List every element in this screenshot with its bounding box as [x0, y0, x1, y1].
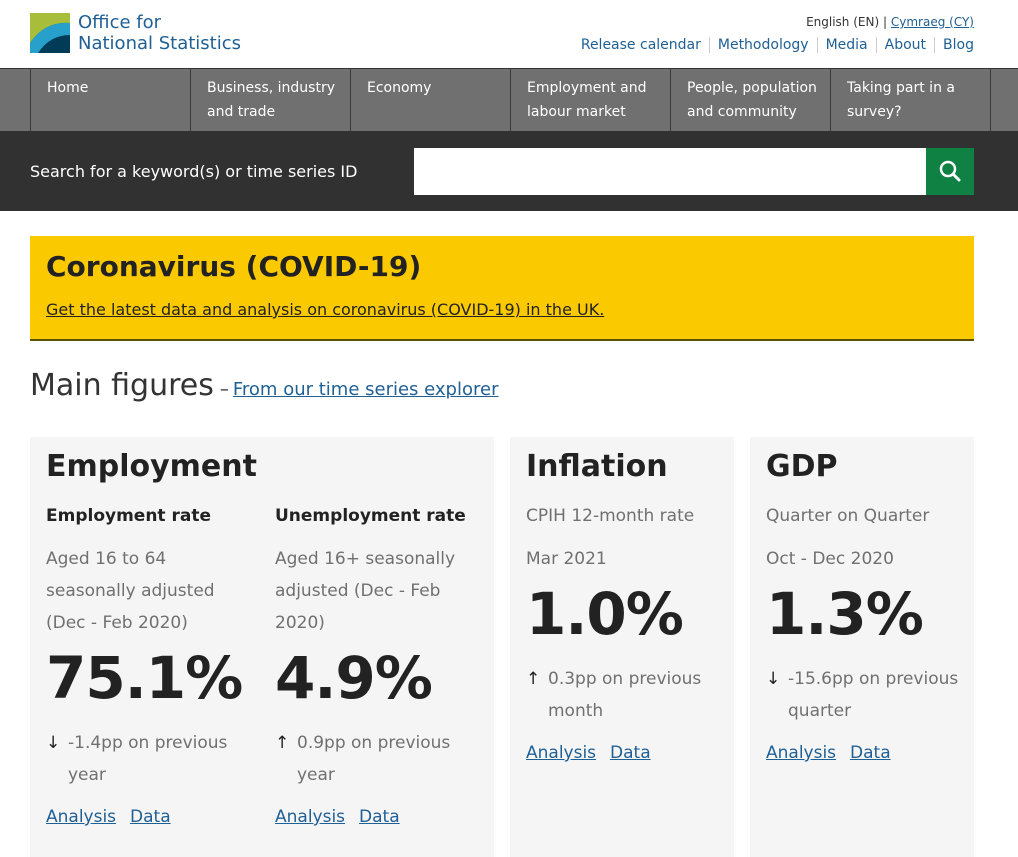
- figure-link[interactable]: Analysis: [275, 807, 346, 827]
- change-arrow: ↓: [46, 733, 61, 753]
- figure-link[interactable]: Data: [610, 743, 651, 763]
- change-arrow: ↑: [275, 733, 290, 753]
- section-heading: Main figures – From our time series explor…: [30, 368, 498, 403]
- section-title: Main figures: [30, 368, 214, 403]
- change-text: -15.6pp on previous quarter: [788, 669, 959, 721]
- figure-links: Analysis Data: [766, 743, 966, 763]
- search-input[interactable]: [414, 148, 926, 195]
- logo-mark: [30, 13, 70, 53]
- logo-text[interactable]: Office for National Statistics: [78, 12, 241, 54]
- nav-item[interactable]: Business, industry and trade: [190, 69, 350, 139]
- change-arrow: ↓: [766, 669, 781, 689]
- nav-item[interactable]: People, population and community: [670, 69, 830, 139]
- figure-description: Aged 16 to 64 seasonally adjusted (Dec -…: [46, 549, 215, 633]
- figure-label: Employment rate: [46, 506, 211, 526]
- figure: Employment rate Aged 16 to 64 seasonally …: [46, 503, 246, 827]
- figure-label: Quarter on Quarter: [766, 506, 930, 526]
- figure-card: GDP Quarter on Quarter Oct - Dec 2020 1.3% ↓…: [750, 437, 974, 857]
- logo-line: Office for: [78, 12, 162, 33]
- figure-card: Employment Employment rate Aged 16 to 64 s…: [30, 437, 494, 857]
- figure-links: Analysis Data: [526, 743, 726, 763]
- top-link[interactable]: Methodology: [708, 37, 817, 53]
- figure: Quarter on Quarter Oct - Dec 2020 1.3% ↓ -15…: [766, 503, 966, 763]
- search-bar: Search for a keyword(s) or time series I…: [0, 131, 1018, 211]
- figure-links: Analysis Data: [46, 807, 246, 827]
- figure-label: CPIH 12-month rate: [526, 506, 695, 526]
- figure-description: Aged 16+ seasonally adjusted (Dec - Feb …: [275, 549, 456, 633]
- nav-bar: Home Business, industry and trade Econom…: [0, 68, 1018, 139]
- top-links: Release calendar Methodology Media About…: [573, 37, 974, 53]
- change-text: 0.9pp on previous year: [297, 733, 451, 785]
- language-separator: |: [882, 15, 888, 29]
- figure-value: 75.1%: [46, 644, 243, 712]
- change-text: -1.4pp on previous year: [68, 733, 228, 785]
- top-link[interactable]: Media: [816, 37, 876, 53]
- figure-card: Inflation CPIH 12-month rate Mar 2021 1.0% ↑…: [510, 437, 734, 857]
- figure-link[interactable]: Data: [130, 807, 171, 827]
- figure-link[interactable]: Analysis: [766, 743, 837, 763]
- change-arrow: ↑: [526, 669, 541, 689]
- figure: CPIH 12-month rate Mar 2021 1.0% ↑ 0.3pp on …: [526, 503, 726, 763]
- figure-link[interactable]: Analysis: [46, 807, 117, 827]
- figure-links: Analysis Data: [275, 807, 475, 827]
- search-button[interactable]: [926, 148, 974, 195]
- figure-change: ↑ 0.3pp on previous month: [526, 663, 726, 727]
- figure-description: Mar 2021: [526, 549, 607, 569]
- card-title: GDP: [766, 449, 838, 484]
- language-link[interactable]: Cymraeg (CY): [890, 15, 974, 29]
- figure-value: 1.3%: [766, 580, 924, 648]
- section-link[interactable]: From our time series explorer: [232, 379, 499, 400]
- nav-item[interactable]: Taking part in a survey?: [830, 69, 991, 139]
- top-link[interactable]: About: [875, 37, 934, 53]
- figure-link[interactable]: Analysis: [526, 743, 597, 763]
- banner-title: Coronavirus (COVID-19): [46, 250, 422, 283]
- search-label: Search for a keyword(s) or time series I…: [30, 162, 358, 181]
- figure-link[interactable]: Data: [850, 743, 891, 763]
- nav-item[interactable]: Home: [30, 69, 190, 139]
- language-switch: English (EN) | Cymraeg (CY): [806, 15, 974, 29]
- figure-link[interactable]: Data: [359, 807, 400, 827]
- logo-line: National Statistics: [78, 33, 242, 54]
- card-title: Inflation: [526, 449, 668, 484]
- nav-item[interactable]: Economy: [350, 69, 510, 139]
- change-text: 0.3pp on previous month: [548, 669, 702, 721]
- banner-link[interactable]: Get the latest data and analysis on coro…: [46, 300, 605, 319]
- figure: Unemployment rate Aged 16+ seasonally adj…: [275, 503, 475, 827]
- figure-label: Unemployment rate: [275, 506, 466, 526]
- search-icon: [939, 160, 961, 182]
- figure-value: 1.0%: [526, 580, 684, 648]
- figure-description: Oct - Dec 2020: [766, 549, 894, 569]
- separator: –: [219, 379, 229, 400]
- figure-change: ↓ -1.4pp on previous year: [46, 727, 246, 791]
- top-link[interactable]: Release calendar: [580, 37, 701, 53]
- card-title: Employment: [46, 449, 257, 484]
- top-link[interactable]: Blog: [934, 37, 974, 53]
- language-current: English (EN): [806, 15, 880, 29]
- figure-change: ↓ -15.6pp on previous quarter: [766, 663, 966, 727]
- figure-change: ↑ 0.9pp on previous year: [275, 727, 475, 791]
- figure-value: 4.9%: [275, 644, 433, 712]
- nav-item[interactable]: Employment and labour market: [510, 69, 670, 139]
- covid-banner: Coronavirus (COVID-19) Get the latest da…: [30, 236, 974, 341]
